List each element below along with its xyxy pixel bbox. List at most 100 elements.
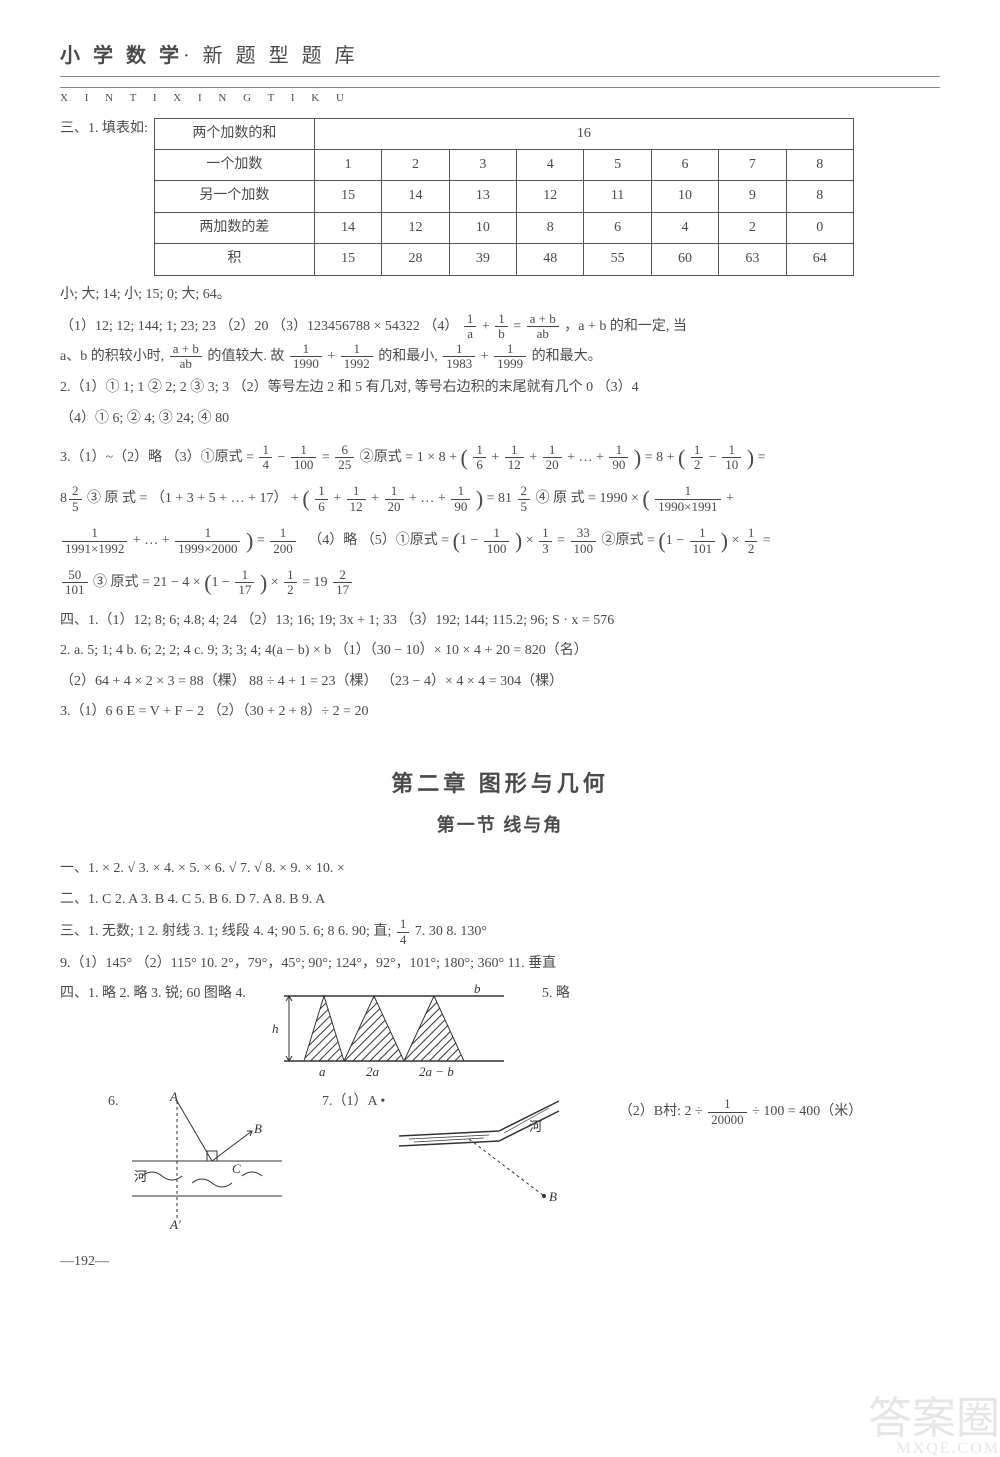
frac: 190 [451,484,470,514]
ch2-l6: 6. [108,1094,119,1109]
p3k: = 19 [302,575,327,590]
ch2-l7a: 7.（1）A [322,1094,377,1109]
table-cell: 0 [786,212,853,243]
table-cell: 4 [517,149,584,180]
frac-1999: 11999 [494,342,526,372]
table-cell: 2 [719,212,786,243]
table-cell: 10 [449,212,516,243]
p3i: ②原式 = [602,533,655,548]
frac-apb-ab2: a + bab [170,342,202,372]
fig4-a: a [319,1064,326,1079]
s4-l3: （2）64 + 4 × 2 × 3 = 88（棵） 88 ÷ 4 + 1 = 2… [60,669,940,696]
table-cell: 28 [382,244,449,275]
table-cell: 8 [786,181,853,212]
p1: （1）12; 12; 144; 1; 23; 23 （2）20 （3）12345… [60,312,940,371]
lparen: ( [658,528,665,553]
fig6-wrap: 6. 河 C A B A′ [108,1091,292,1231]
table-cell: 14 [382,181,449,212]
table-row-head: 另一个加数 [154,181,314,212]
ch2-l3b: 7. 30 8. 130° [415,924,487,939]
lparen: ( [642,486,649,511]
s4-l4: 3.（1）6 6 E = V + F − 2 （2）（30 + 2 + 8）÷ … [60,699,940,726]
lparen: ( [204,570,211,595]
title-rest: · 新 题 型 题 库 [183,45,359,67]
frac: 12 [745,526,758,556]
table-row-head: 两个加数的和 [154,118,314,149]
frac: 190 [609,443,628,473]
frac-1990: 11990 [290,342,322,372]
rparen: ) [476,486,483,511]
table-cell: 60 [651,244,718,275]
table-cell: 12 [517,181,584,212]
table-cell: 5 [584,149,651,180]
frac-1-b: 1b [495,312,508,342]
p3g: ④ 原 式 = 1990 × [536,491,639,506]
frac: 12 [691,443,704,473]
frac: 625 [335,443,354,473]
watermark-site: MXQE.COM [868,1441,1000,1457]
figure-7-river: 河 B [389,1091,589,1211]
rparen: ) [721,528,728,553]
p1-f: 的和最大。 [532,349,602,364]
p1-b: ，a + b 的和一定, 当 [564,319,687,334]
fig4-h: h [272,1021,279,1036]
frac: 112 [347,484,366,514]
section-3: 三、1. 填表如: 两个加数的和16一个加数12345678另一个加数15141… [60,118,940,276]
table-cell: 12 [382,212,449,243]
table-cell: 10 [651,181,718,212]
figure-6-reflection: 河 C A B A′ [122,1091,292,1231]
table-cell: 1 [314,149,381,180]
table-cell: 2 [382,149,449,180]
table-cell: 14 [314,212,381,243]
watermark: 答案圈 MXQE.COM [868,1397,1000,1457]
fig7-wrap: 7.（1）A • 河 B [322,1091,589,1211]
lparen: ( [302,486,309,511]
p3d: = [758,450,766,465]
figure-4-triangles: h a 2a 2a − b b [254,981,514,1081]
fig4-2ab: 2a − b [419,1064,454,1079]
frac: 25 [69,484,82,514]
fig4-b: b [474,981,481,996]
table-cell: 4 [651,212,718,243]
p3f: = 81 [487,491,512,506]
fig6-A: A [169,1091,178,1104]
table-cell: 8 [517,212,584,243]
lparen: ( [460,445,467,470]
rparen: ) [634,445,641,470]
ch2-l3a: 三、1. 无数; 1 2. 射线 3. 1; 线段 4. 4; 90 5. 6;… [60,924,391,939]
frac: 110 [722,443,741,473]
s4-l2: 2. a. 5; 1; 4 b. 6; 2; 2; 4 c. 9; 3; 3; … [60,638,940,665]
s4-l1: 四、1.（1）12; 8; 6; 4.8; 4; 24 （2）13; 16; 1… [60,608,940,635]
ch2-l3: 三、1. 无数; 1 2. 射线 3. 1; 线段 4. 4; 90 5. 6;… [60,917,940,947]
p2b: （4）① 6; ② 4; ③ 24; ④ 80 [60,406,940,433]
table-cell: 15 [314,181,381,212]
page-header: 小 学 数 学· 新 题 型 题 库 X I N T I X I N G T I… [60,40,940,108]
p3c: = 8 + [645,450,675,465]
summary-line: 小; 大; 14; 小; 15; 0; 大; 64。 [60,282,940,309]
frac: 117 [235,568,254,598]
ch2-l2: 二、1. C 2. A 3. B 4. C 5. B 6. D 7. A 8. … [60,887,940,914]
lparen: ( [678,445,685,470]
table-cell: 48 [517,244,584,275]
table-cell: 7 [719,149,786,180]
ch2-l5b: 5. 略 [542,981,570,1008]
p1-c: a、b 的积较小时, [60,349,164,364]
section-title: 第一节 线与角 [60,811,940,840]
table-cell: 55 [584,244,651,275]
frac: 50101 [62,568,88,598]
frac: 120 [543,443,562,473]
frac: 14 [397,917,410,947]
frac: 1101 [690,526,716,556]
watermark-big: 答案圈 [868,1394,1000,1443]
fig6-river: 河 [134,1169,147,1184]
frac-1-a: 1a [464,312,477,342]
ch2-l7c: ÷ 100 = 400（米） [752,1104,862,1119]
fig6-B: B [254,1121,262,1136]
table-cell: 63 [719,244,786,275]
table-cell: 9 [719,181,786,212]
p3a: 3.（1）~（2）略 （3）①原式 = [60,450,254,465]
table-cell: 8 [786,149,853,180]
table-cell: 6 [651,149,718,180]
frac: 12 [284,568,297,598]
p1-e: 的和最小, [378,349,438,364]
